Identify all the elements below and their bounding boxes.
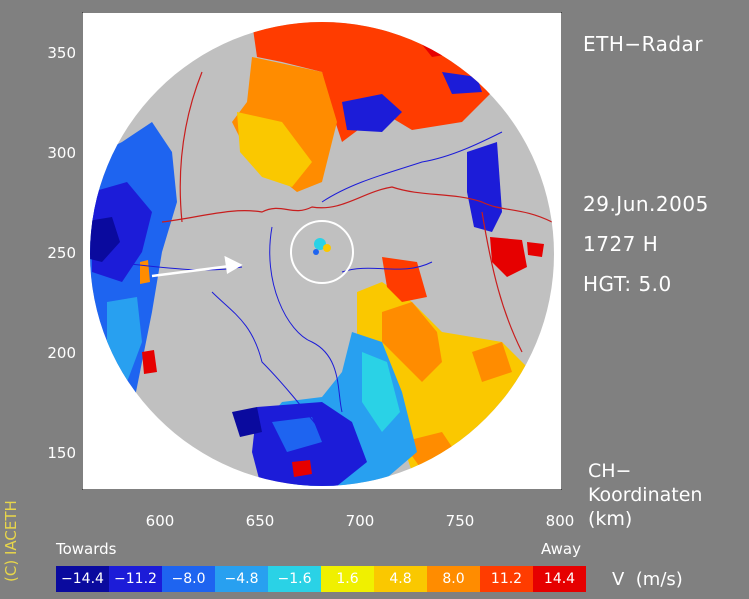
x-tick-label: 800 xyxy=(545,512,575,530)
legend-unit-label: V (m/s) xyxy=(612,569,683,590)
y-tick-label: 300 xyxy=(47,144,76,162)
y-tick-label: 350 xyxy=(47,44,76,62)
legend-swatch: −11.2 xyxy=(109,566,162,592)
time-label: 1727 H xyxy=(583,232,659,256)
coord-label-line3: (km) xyxy=(588,508,633,530)
legend-swatch: 4.8 xyxy=(374,566,427,592)
x-tick-label: 700 xyxy=(345,512,375,530)
coord-label-line1: CH− xyxy=(588,460,632,482)
x-tick-label: 650 xyxy=(245,512,275,530)
legend-swatch: −8.0 xyxy=(162,566,215,592)
radar-title: ETH−Radar xyxy=(583,32,704,56)
radar-map xyxy=(82,12,562,490)
legend-away-label: Away xyxy=(541,540,581,558)
legend-swatch: 1.6 xyxy=(321,566,374,592)
legend-swatch: 11.2 xyxy=(480,566,533,592)
legend-swatch: −14.4 xyxy=(56,566,109,592)
wind-arrow xyxy=(151,255,243,278)
x-tick-label: 600 xyxy=(145,512,175,530)
y-tick-label: 250 xyxy=(47,244,76,262)
date-label: 29.Jun.2005 xyxy=(583,192,709,216)
legend-swatch: 8.0 xyxy=(427,566,480,592)
coord-label-line2: Koordinaten xyxy=(588,484,703,506)
legend-swatch: −1.6 xyxy=(268,566,321,592)
legend-towards-label: Towards xyxy=(56,540,117,558)
copyright-label: (C) IACETH xyxy=(2,500,20,582)
legend-swatch: 14.4 xyxy=(533,566,586,592)
y-tick-label: 150 xyxy=(47,444,76,462)
velocity-legend: −14.4 −11.2 −8.0 −4.8 −1.6 1.6 4.8 8.0 11.2 14.4 xyxy=(56,566,586,592)
height-label: HGT: 5.0 xyxy=(583,272,672,296)
y-tick-label: 200 xyxy=(47,344,76,362)
radar-site-ring xyxy=(290,220,354,284)
legend-swatch: −4.8 xyxy=(215,566,268,592)
x-tick-label: 750 xyxy=(445,512,475,530)
